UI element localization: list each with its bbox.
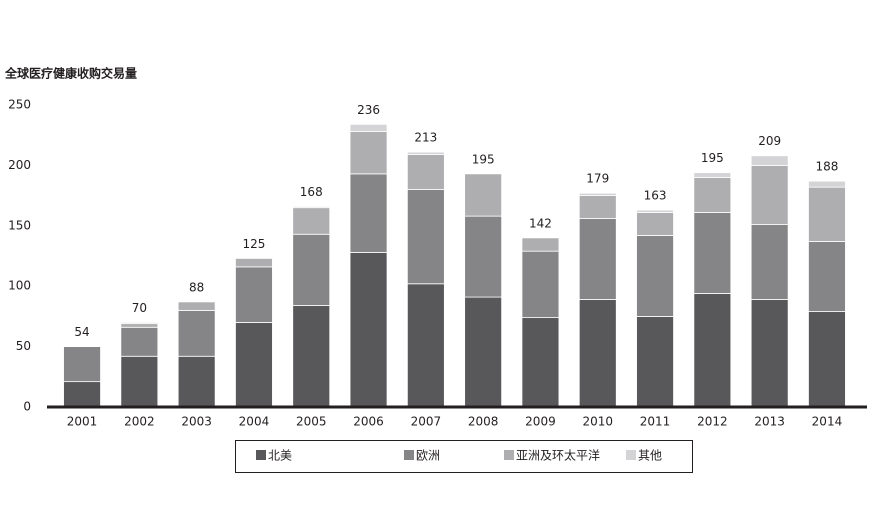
bar-segment: [808, 241, 846, 312]
x-tick-label: 2011: [640, 415, 671, 429]
bar-segment: [406, 283, 445, 408]
legend-swatch: [256, 450, 266, 460]
total-label: 70: [132, 301, 147, 315]
bar-segment: [349, 251, 388, 408]
bar-segment: [177, 309, 216, 357]
legend-swatch: [504, 450, 514, 460]
bar-segment: [464, 296, 503, 408]
x-tick-label: 2013: [754, 415, 785, 429]
total-label: 209: [758, 134, 781, 148]
bar-segment: [406, 151, 445, 155]
bar-segment: [464, 173, 503, 217]
bar-segment: [808, 311, 846, 408]
bar-segment: [693, 177, 732, 213]
legend-swatch: [626, 450, 636, 460]
total-label: 236: [357, 103, 380, 117]
bar-segment: [120, 355, 159, 408]
bar-segment: [750, 164, 789, 225]
legend-label: 北美: [268, 449, 292, 463]
bar-segment: [235, 266, 273, 323]
bar-segment: [521, 250, 560, 319]
y-tick-label: 150: [8, 218, 31, 232]
bar-segment: [177, 355, 216, 408]
bar-segment: [636, 235, 674, 317]
bar-segment: [750, 299, 789, 408]
bar-segment: [578, 192, 617, 197]
y-tick-label: 50: [16, 339, 31, 353]
bar-segment: [578, 195, 617, 219]
total-label: 179: [586, 172, 609, 186]
y-tick-label: 250: [8, 98, 31, 112]
bar-segment: [406, 154, 445, 190]
x-tick-label: 2012: [697, 415, 728, 429]
y-tick-label: 200: [8, 158, 31, 172]
bar-segment: [578, 218, 617, 300]
bar-segment: [349, 131, 388, 175]
bar-segment: [464, 215, 503, 298]
x-tick-label: 2014: [812, 415, 843, 429]
x-tick-label: 2006: [353, 415, 384, 429]
legend-label: 欧洲: [416, 449, 440, 463]
bar-segment: [120, 322, 159, 325]
bar-segment: [120, 323, 159, 328]
x-tick-label: 2007: [411, 415, 442, 429]
bar-segment: [808, 180, 846, 188]
bar-segment: [693, 172, 732, 178]
bar-segment: [693, 212, 732, 294]
x-tick-label: 2009: [525, 415, 556, 429]
bar-segment: [292, 207, 331, 235]
legend-box: [235, 440, 693, 473]
bar-segment: [177, 301, 216, 311]
x-tick-label: 2005: [296, 415, 327, 429]
bar-segment: [292, 305, 331, 408]
total-label: 142: [529, 216, 552, 230]
bar-segment: [636, 212, 674, 236]
total-label: 163: [644, 189, 667, 203]
x-tick-label: 2010: [582, 415, 613, 429]
x-tick-label: 2004: [239, 415, 270, 429]
bar-segment: [693, 293, 732, 408]
legend-label: 其他: [638, 449, 662, 463]
bar-segment: [63, 381, 101, 408]
bar-segment: [235, 258, 273, 268]
bar-segment: [292, 206, 331, 209]
total-label: 125: [242, 237, 265, 251]
total-label: 195: [701, 151, 724, 165]
chart-title: 全球医疗健康收购交易量: [4, 66, 137, 81]
total-label: 54: [74, 325, 89, 339]
bar-segment: [292, 233, 331, 306]
total-label: 188: [815, 160, 838, 174]
total-label: 195: [472, 152, 495, 166]
x-tick-label: 2003: [181, 415, 212, 429]
bar-segment: [63, 346, 101, 383]
bar-segment: [120, 326, 159, 357]
y-tick-label: 0: [23, 400, 31, 414]
bar-segment: [636, 209, 674, 213]
bar-segment: [750, 224, 789, 300]
total-label: 168: [300, 185, 323, 199]
y-tick-label: 100: [8, 279, 31, 293]
bar-segment: [636, 315, 674, 408]
bar-segment: [578, 299, 617, 408]
bar-segment: [349, 123, 388, 132]
bar-segment: [235, 322, 273, 408]
total-label: 88: [189, 280, 204, 294]
x-tick-label: 2008: [468, 415, 499, 429]
x-tick-label: 2001: [67, 415, 98, 429]
x-tick-label: 2002: [124, 415, 155, 429]
legend-swatch: [404, 450, 414, 460]
legend-label: 亚洲及环太平洋: [516, 448, 600, 463]
bar-segment: [521, 317, 560, 408]
bar-segment: [349, 173, 388, 253]
total-label: 213: [414, 131, 437, 145]
bar-segment: [750, 155, 789, 166]
bar-segment: [406, 189, 445, 285]
bar-segment: [521, 237, 560, 252]
bar-segment: [808, 186, 846, 242]
